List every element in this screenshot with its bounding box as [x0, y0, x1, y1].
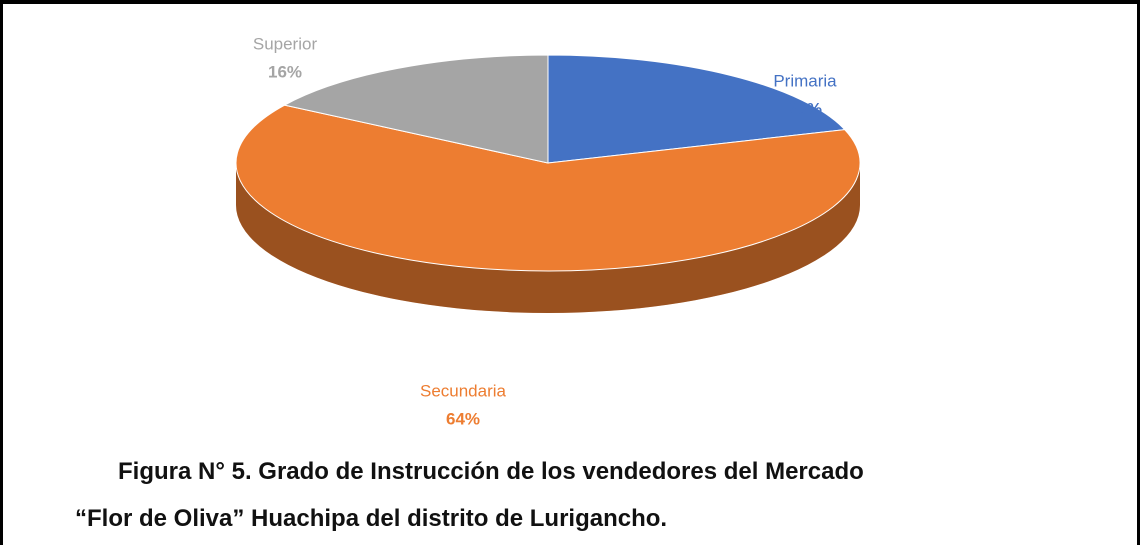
pie-slice — [235, 104, 861, 272]
slice-value-label: 20% — [788, 99, 822, 118]
pie-side — [236, 163, 860, 313]
slice-label: Superior — [253, 34, 318, 53]
pie-slice — [283, 54, 549, 164]
slice-label: Primaria — [773, 71, 837, 90]
pie-slice — [547, 54, 846, 164]
slice-label: Secundaria — [420, 381, 507, 400]
caption-line: “Flor de Oliva” Huachipa del distrito de… — [75, 505, 668, 532]
slice-value-label: 16% — [268, 62, 302, 81]
slice-value-label: 64% — [446, 409, 480, 428]
chart: Primaria 20% Secundaria 64% Superior 16% — [235, 34, 861, 428]
caption-line: Figura N° 5. Grado de Instrucción de los… — [118, 458, 864, 485]
pie-side-shade — [236, 163, 860, 313]
